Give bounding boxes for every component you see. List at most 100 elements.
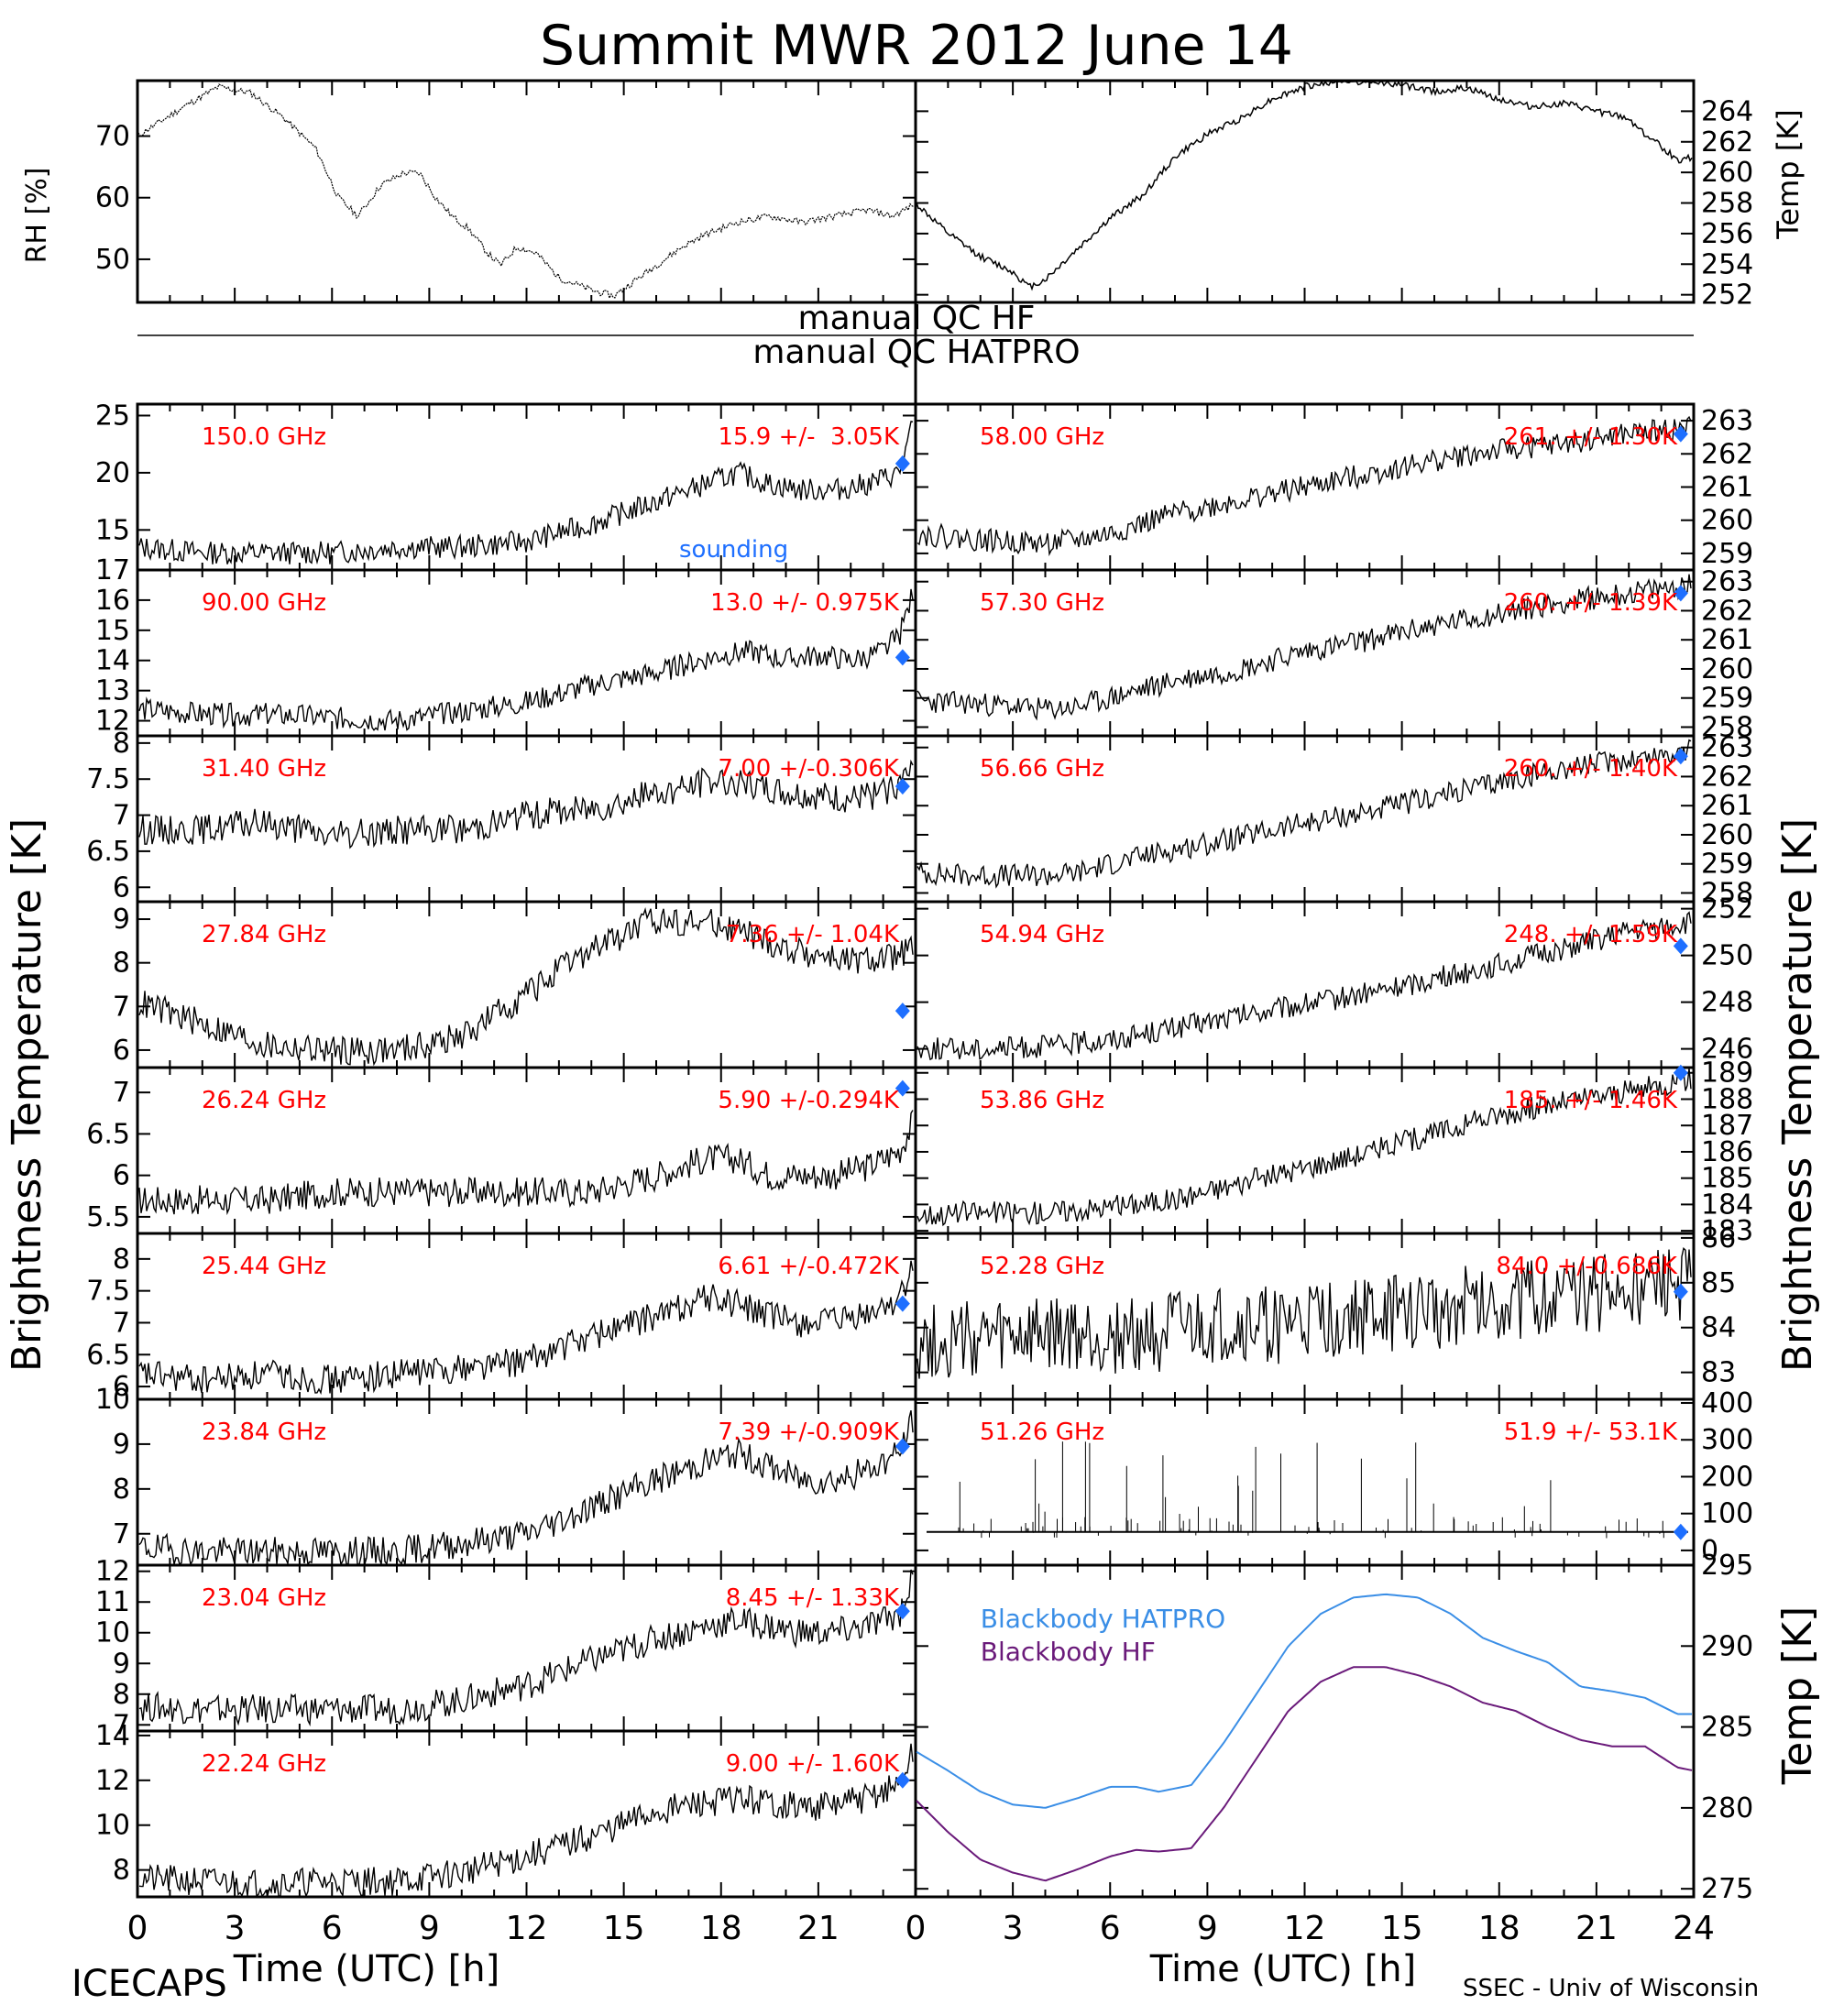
y-tick-label: 86 — [1701, 1222, 1736, 1255]
frequency-label: 56.66 GHz — [980, 755, 1104, 783]
y-tick-label: 264 — [1701, 95, 1753, 127]
y-tick-label: 259 — [1701, 849, 1753, 881]
x-tick-label: 15 — [603, 1910, 645, 1947]
y-tick-label: 185 — [1701, 1163, 1753, 1195]
y-tick-label: 7.5 — [86, 763, 130, 795]
stats-label: 185. +/- 1.46K — [1504, 1087, 1678, 1114]
y-tick-label: 295 — [1701, 1550, 1753, 1582]
x-tick-label: 15 — [1381, 1910, 1423, 1947]
bt-right-axis-title: Brightness Temperature [K] — [1774, 818, 1821, 1372]
y-tick-label: 50 — [95, 244, 130, 276]
y-tick-label: 8 — [113, 1474, 130, 1506]
y-tick-label: 6.5 — [86, 1118, 130, 1150]
y-tick-label: 260 — [1701, 505, 1753, 537]
y-tick-label: 258 — [1701, 711, 1753, 743]
y-tick-label: 262 — [1701, 761, 1753, 793]
y-tick-label: 84 — [1701, 1312, 1736, 1344]
frequency-label: 58.00 GHz — [980, 423, 1104, 451]
frequency-label: 23.84 GHz — [202, 1419, 326, 1446]
stats-label: 260. +/- 1.40K — [1504, 755, 1678, 783]
y-tick-label: 7 — [113, 1077, 130, 1109]
y-tick-label: 400 — [1701, 1387, 1753, 1419]
y-tick-label: 248 — [1701, 987, 1753, 1019]
y-tick-label: 8 — [113, 1679, 130, 1711]
y-tick-label: 7 — [113, 1307, 130, 1339]
series-trace — [916, 739, 1692, 889]
y-tick-label: 258 — [1701, 877, 1753, 909]
frequency-label: 27.84 GHz — [202, 921, 326, 948]
sounding-marker — [895, 1295, 910, 1312]
series-trace — [916, 1246, 1692, 1379]
y-tick-label: 12 — [95, 1765, 130, 1797]
sounding-marker — [1673, 425, 1688, 443]
y-tick-label: 187 — [1701, 1110, 1753, 1142]
y-tick-label: 262 — [1701, 595, 1753, 627]
series-trace — [916, 1068, 1692, 1227]
stats-label: 7.36 +/- 1.04K — [726, 921, 900, 948]
xlabel-right: Time (UTC) [h] — [1149, 1948, 1416, 1990]
y-tick-label: 246 — [1701, 1034, 1753, 1066]
series-trace — [916, 911, 1692, 1061]
y-tick-label: 9 — [113, 1648, 130, 1680]
temp-axis-title: Temp [K] — [1771, 109, 1806, 239]
qc-hatpro-label: manual QC HATPRO — [752, 334, 1080, 371]
y-tick-label: 7 — [113, 1709, 130, 1741]
y-tick-label: 259 — [1701, 538, 1753, 570]
y-tick-label: 7 — [113, 1518, 130, 1550]
y-tick-label: 60 — [95, 182, 130, 214]
frequency-label: 23.04 GHz — [202, 1584, 326, 1612]
frequency-label: 90.00 GHz — [202, 589, 326, 617]
x-tick-label: 9 — [419, 1910, 440, 1947]
y-tick-label: 5.5 — [86, 1201, 130, 1233]
frequency-label: 54.94 GHz — [980, 921, 1104, 948]
y-tick-label: 17 — [95, 554, 130, 586]
y-tick-label: 6 — [113, 1160, 130, 1192]
frequency-label: 53.86 GHz — [980, 1087, 1104, 1114]
stats-label: 8.45 +/- 1.33K — [726, 1584, 900, 1612]
y-tick-label: 83 — [1701, 1357, 1736, 1389]
stats-label: 13.0 +/- 0.975K — [710, 589, 900, 617]
x-tick-label: 0 — [127, 1910, 148, 1947]
frequency-label: 22.24 GHz — [202, 1750, 326, 1778]
y-tick-label: 0 — [1701, 1535, 1718, 1567]
panel-met-rh: 50 60 70 — [95, 79, 917, 304]
stats-label: 260. +/- 1.39K — [1504, 589, 1678, 617]
series-line — [916, 80, 1693, 291]
sounding-marker — [895, 778, 910, 795]
frequency-label: 26.24 GHz — [202, 1087, 326, 1114]
frequency-label: 52.28 GHz — [980, 1253, 1104, 1280]
x-tick-label: 18 — [700, 1910, 742, 1947]
y-tick-label: 6.5 — [86, 1339, 130, 1371]
rh-axis-title: RH [%] — [21, 168, 53, 264]
x-tick-label: 21 — [1575, 1910, 1618, 1947]
y-tick-label: 262 — [1701, 126, 1753, 159]
y-tick-label: 254 — [1701, 248, 1753, 280]
y-tick-label: 183 — [1701, 1215, 1753, 1247]
y-tick-label: 7.5 — [86, 1276, 130, 1308]
y-tick-label: 263 — [1701, 566, 1753, 598]
y-tick-label: 13 — [95, 675, 130, 707]
sounding-marker — [895, 649, 910, 666]
y-tick-label: 6 — [113, 1371, 130, 1403]
stats-label: 5.90 +/-0.294K — [718, 1087, 900, 1114]
panel-hf-150: 15 20 25 150.0 GHz 15.9 +/- 3.05K sounding — [95, 400, 917, 572]
frequency-label: 150.0 GHz — [202, 423, 326, 451]
series-line — [137, 83, 915, 300]
y-tick-label: 8 — [113, 948, 130, 980]
x-tick-label: 0 — [906, 1910, 927, 1947]
y-tick-label: 7 — [113, 991, 130, 1023]
series-trace — [138, 1110, 914, 1216]
y-tick-label: 8 — [113, 728, 130, 760]
qc-hf-label: manual QC HF — [798, 300, 1036, 337]
sounding-marker — [895, 1003, 910, 1020]
y-tick-label: 10 — [95, 1810, 130, 1842]
y-tick-label: 285 — [1701, 1712, 1753, 1744]
stats-label: 6.61 +/-0.472K — [718, 1253, 900, 1280]
frequency-label: 31.40 GHz — [202, 755, 326, 783]
y-tick-label: 70 — [95, 121, 130, 153]
footer-ssec: SSEC - Univ of Wisconsin — [1463, 1975, 1759, 2002]
